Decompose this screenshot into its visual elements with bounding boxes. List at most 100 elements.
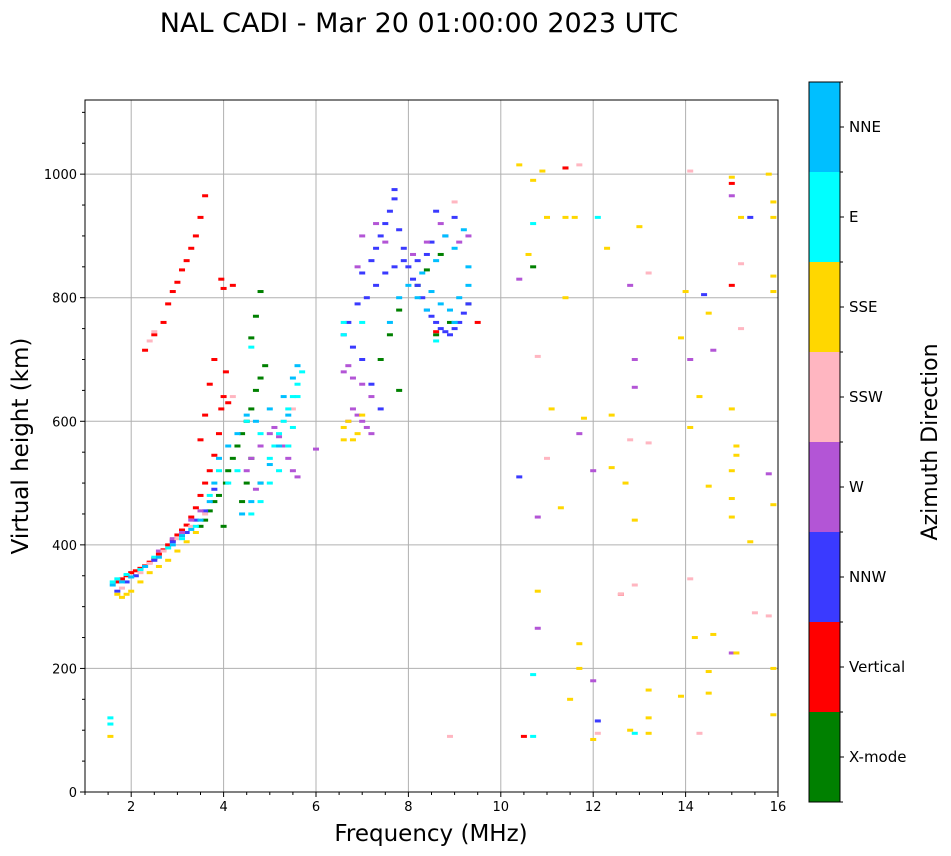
- data-point: [576, 163, 583, 167]
- data-point: [516, 277, 523, 281]
- data-point: [118, 595, 125, 599]
- data-point: [423, 240, 430, 244]
- colorbar-tick-label: NNE: [849, 118, 881, 136]
- data-point: [460, 311, 467, 315]
- data-point: [386, 320, 393, 324]
- data-point: [516, 475, 523, 479]
- data-point: [276, 432, 283, 436]
- data-point: [118, 577, 125, 581]
- data-point: [169, 290, 176, 294]
- data-point: [373, 283, 380, 287]
- data-point: [276, 435, 283, 439]
- data-point: [349, 376, 356, 380]
- x-axis-ticks: 2 4 6 8 10 12 14 16: [84, 792, 786, 815]
- data-point: [576, 666, 583, 670]
- data-point: [169, 537, 176, 541]
- data-point: [419, 271, 426, 275]
- data-point: [391, 265, 398, 269]
- data-point: [165, 558, 172, 562]
- data-point: [215, 493, 222, 497]
- data-point: [617, 592, 624, 596]
- data-point: [137, 568, 144, 572]
- data-point: [530, 178, 537, 182]
- data-point: [437, 302, 444, 306]
- data-point: [465, 265, 472, 269]
- y-axis-label: Virtual height (km): [8, 338, 34, 555]
- data-point: [266, 456, 273, 460]
- data-point: [728, 469, 735, 473]
- data-point: [211, 481, 218, 485]
- data-point: [109, 583, 116, 587]
- data-point: [142, 348, 149, 352]
- plot-area: [85, 100, 778, 792]
- colorbar-tick-label: Vertical: [849, 658, 905, 676]
- data-point: [142, 564, 149, 568]
- x-tick-label: 8: [404, 800, 412, 815]
- data-point: [218, 277, 225, 281]
- data-point: [631, 358, 638, 361]
- data-point: [525, 252, 532, 256]
- data-point: [446, 734, 453, 738]
- data-point: [294, 395, 301, 399]
- data-point: [146, 571, 153, 575]
- data-point: [437, 327, 444, 331]
- data-point: [687, 169, 694, 173]
- data-point: [248, 345, 255, 349]
- data-point: [363, 296, 370, 300]
- data-point: [677, 694, 684, 698]
- data-point: [516, 163, 523, 167]
- data-point: [400, 246, 407, 250]
- data-point: [604, 246, 611, 250]
- data-point: [590, 469, 597, 473]
- data-point: [313, 447, 319, 451]
- data-point: [289, 469, 296, 473]
- data-point: [169, 543, 176, 547]
- data-point: [433, 259, 440, 263]
- data-point: [539, 169, 546, 173]
- data-point: [179, 528, 186, 532]
- x-axis-label: Frequency (MHz): [334, 821, 527, 847]
- data-point: [252, 388, 259, 392]
- data-point: [571, 215, 578, 219]
- data-point: [386, 333, 393, 337]
- data-point: [294, 475, 301, 479]
- data-point: [211, 487, 218, 491]
- data-point: [197, 509, 204, 513]
- data-point: [174, 537, 181, 541]
- data-point: [114, 577, 121, 581]
- data-point: [590, 679, 597, 683]
- data-point: [733, 453, 740, 457]
- data-point: [400, 259, 407, 263]
- data-point: [442, 234, 449, 238]
- data-point: [474, 320, 481, 324]
- data-point: [373, 222, 380, 226]
- colorbar-tick-label: SSE: [849, 298, 878, 316]
- data-point: [636, 225, 643, 229]
- data-point: [155, 564, 162, 568]
- data-point: [414, 296, 421, 300]
- data-point: [567, 697, 574, 701]
- data-point: [202, 194, 209, 198]
- data-point: [155, 552, 162, 556]
- colorbar-frame: [808, 81, 841, 803]
- y-tick-label: 600: [52, 415, 77, 430]
- data-point: [456, 296, 463, 300]
- data-point: [359, 382, 366, 386]
- data-point: [456, 320, 463, 324]
- data-point: [645, 271, 652, 275]
- colorbar-segment: [809, 352, 840, 442]
- data-point: [631, 731, 638, 735]
- data-point: [359, 271, 366, 275]
- colorbar-segment: [809, 622, 840, 712]
- data-point: [405, 283, 412, 287]
- data-point: [677, 336, 684, 340]
- data-point: [354, 265, 361, 269]
- data-point: [165, 543, 172, 547]
- data-point: [192, 506, 199, 510]
- data-point: [359, 320, 366, 324]
- data-point: [132, 569, 139, 573]
- data-point: [215, 469, 222, 473]
- data-point: [289, 376, 296, 380]
- data-point: [770, 200, 777, 204]
- data-point: [234, 444, 241, 448]
